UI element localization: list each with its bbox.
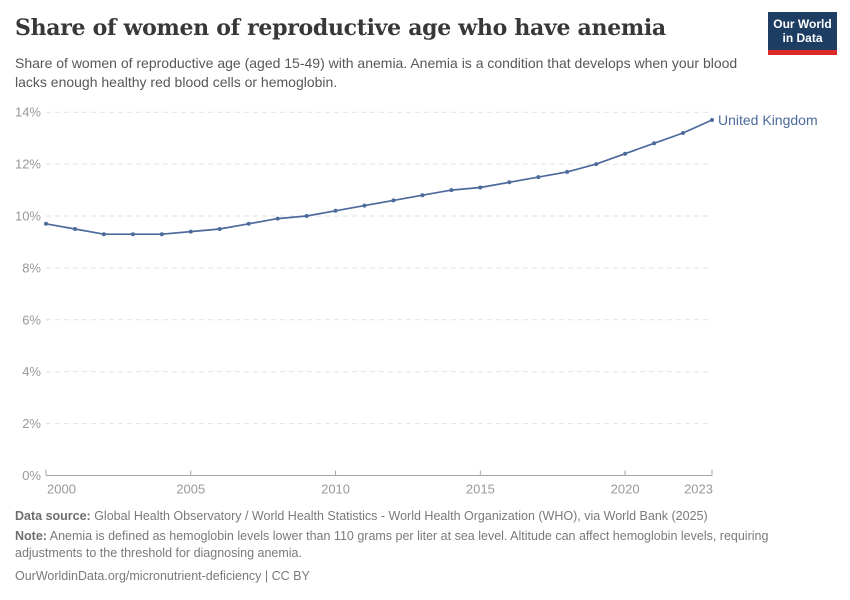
data-point-marker: [681, 131, 685, 135]
owid-logo-line2: in Data: [782, 31, 823, 45]
data-point-marker: [275, 216, 280, 221]
data-point-marker: [420, 193, 425, 198]
note-text: Anemia is defined as hemoglobin levels l…: [15, 529, 769, 560]
url-link[interactable]: OurWorldinData.org/micronutrient-deficie…: [15, 569, 310, 583]
data-source-line: Data source: Global Health Observatory /…: [15, 508, 805, 525]
chart-footer: Data source: Global Health Observatory /…: [15, 508, 805, 585]
data-point-marker: [652, 141, 657, 146]
data-point-marker: [507, 180, 512, 185]
data-source-text: Global Health Observatory / World Health…: [90, 509, 708, 523]
data-point-marker: [449, 188, 454, 193]
data-point-marker: [44, 221, 48, 226]
y-axis-tick-label: 12%: [15, 157, 41, 172]
trend-line: [45, 119, 713, 236]
data-point-marker: [101, 232, 106, 237]
y-axis-tick-label: 14%: [15, 105, 41, 120]
data-point-marker: [594, 162, 599, 167]
x-axis-tick-label: 2023: [684, 482, 713, 497]
series-entity-label[interactable]: United Kingdom: [718, 111, 818, 128]
data-point-marker: [73, 227, 77, 231]
y-axis-tick-label: 4%: [22, 364, 41, 379]
data-point-marker: [391, 198, 396, 203]
x-axis-tick-label: 2020: [611, 482, 640, 497]
page-title: Share of women of reproductive age who h…: [15, 15, 666, 41]
data-point-marker: [246, 221, 251, 226]
y-axis-tick-label: 6%: [22, 312, 41, 327]
data-point-marker: [304, 214, 309, 218]
data-point-marker: [565, 169, 570, 174]
note-line: Note: Anemia is defined as hemoglobin le…: [15, 528, 805, 562]
data-point-marker: [188, 229, 193, 234]
data-point-marker: [333, 208, 338, 213]
url-license-line: OurWorldinData.org/micronutrient-deficie…: [15, 568, 805, 585]
data-point-marker: [623, 151, 628, 156]
data-source-label: Data source:: [15, 509, 91, 523]
y-axis-tick-label: 10%: [15, 209, 41, 224]
x-axis-tick-label: 2010: [321, 482, 350, 497]
owid-logo: Our World in Data: [768, 12, 837, 55]
data-point-marker: [478, 185, 483, 190]
data-point-marker: [159, 232, 164, 237]
x-axis-tick-label: 2000: [47, 482, 76, 497]
data-point-marker: [536, 175, 541, 180]
x-axis-tick-label: 2005: [176, 482, 205, 497]
note-label: Note:: [15, 529, 47, 543]
data-point-marker: [130, 232, 135, 237]
y-axis-tick-label: 0%: [22, 468, 41, 483]
data-point-marker: [362, 203, 367, 208]
x-axis-tick-label: 2015: [466, 482, 495, 497]
data-point-marker: [710, 118, 714, 122]
data-point-marker: [217, 227, 222, 231]
y-axis-tick-label: 8%: [22, 260, 41, 275]
chart-subtitle: Share of women of reproductive age (aged…: [15, 55, 738, 90]
owid-logo-line1: Our World: [773, 17, 832, 31]
y-axis-tick-label: 2%: [22, 416, 41, 431]
